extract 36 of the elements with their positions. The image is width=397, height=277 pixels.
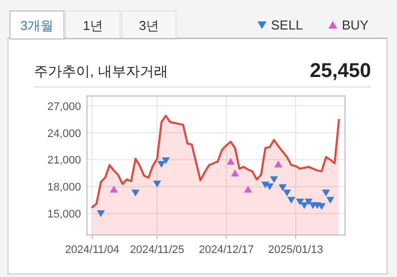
y-tick-label: 24,000 xyxy=(47,128,81,140)
point xyxy=(322,190,330,196)
x-tick-label: 2024/11/04 xyxy=(65,244,120,256)
y-tick-label: 15,000 xyxy=(47,208,81,220)
point xyxy=(226,158,235,165)
point xyxy=(261,182,270,188)
point xyxy=(326,196,334,204)
legend-label: BUY xyxy=(342,18,369,32)
y-tick-label: 18,000 xyxy=(47,182,81,194)
point xyxy=(131,190,140,196)
point xyxy=(231,170,240,176)
y-tick-label: 21,000 xyxy=(47,154,81,167)
point xyxy=(270,176,278,183)
point xyxy=(153,180,162,188)
legend-label: SELL xyxy=(271,18,303,32)
text: 3개월 xyxy=(20,18,54,33)
point xyxy=(300,202,308,210)
x-tick-label: 2024/12/17 xyxy=(198,244,254,256)
point xyxy=(110,186,118,192)
chart-subtitle: 25,450 xyxy=(310,60,371,82)
x-tick-label: 2024/11/25 xyxy=(130,244,184,256)
point xyxy=(287,196,296,204)
text: 3년 xyxy=(138,18,160,33)
point xyxy=(278,184,287,192)
text: 1년 xyxy=(82,18,104,33)
point xyxy=(96,210,105,218)
x-tick-label: 2025/01/13 xyxy=(268,244,324,256)
point xyxy=(296,198,304,206)
point xyxy=(282,190,291,196)
point xyxy=(157,160,166,168)
point xyxy=(162,157,170,164)
point xyxy=(304,198,313,206)
point xyxy=(274,160,282,168)
y-tick-label: 27,000 xyxy=(47,100,81,113)
point xyxy=(244,186,252,192)
chart-title: 주가추이, 내부자거래 xyxy=(34,63,168,79)
